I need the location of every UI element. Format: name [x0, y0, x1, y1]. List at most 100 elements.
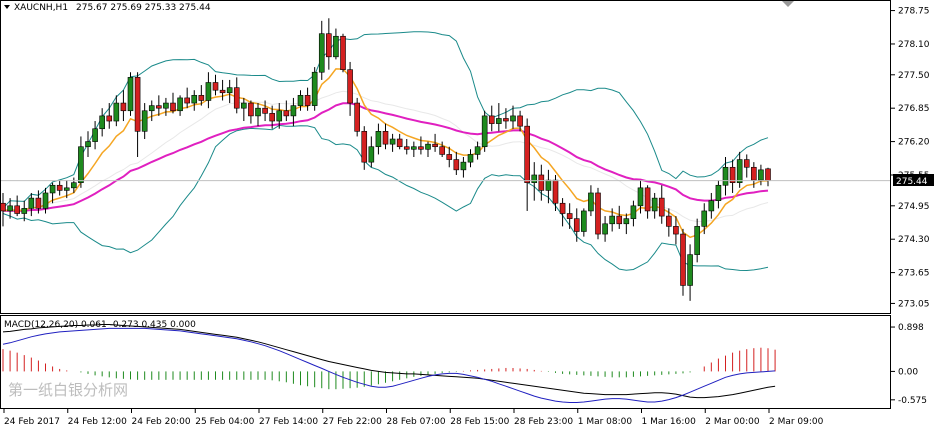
candle [212, 74, 219, 96]
candle-body [184, 97, 190, 104]
candle-body [148, 105, 155, 112]
candle-body [361, 131, 368, 163]
candle-body [191, 95, 198, 104]
price-tick-label: 274.30 [898, 235, 930, 245]
macd-tick-label: 0.898 [898, 323, 924, 333]
candle [517, 110, 523, 132]
candle-body [163, 102, 169, 109]
candle [673, 216, 679, 245]
candle [481, 110, 488, 152]
time-tick-label: 2 Mar 09:00 [769, 417, 824, 427]
candle [311, 67, 318, 111]
symbol-dropdown-icon[interactable] [4, 5, 10, 9]
candle [418, 136, 424, 155]
candle [488, 105, 495, 132]
candle-body [595, 192, 601, 235]
candle-body [375, 131, 382, 148]
candle-body [71, 182, 77, 189]
price-tick-label: 278.75 [898, 7, 930, 17]
candle [396, 133, 403, 150]
candle-body [460, 161, 467, 171]
candle [205, 72, 212, 109]
candle-body [403, 146, 410, 150]
candle [127, 72, 134, 116]
candle [439, 141, 445, 157]
candle-body [340, 35, 346, 70]
candle [56, 180, 63, 196]
price-tick-label: 278.10 [898, 40, 930, 50]
ohlc-readout: 275.67 275.69 275.33 275.44 [76, 3, 211, 13]
candle-body [630, 205, 637, 219]
candle-body [269, 113, 275, 122]
price-tick-label: 273.05 [898, 299, 930, 309]
candle [141, 103, 148, 140]
candle [7, 198, 13, 219]
candle [680, 228, 686, 296]
candle-body [255, 107, 261, 117]
candle-body [311, 71, 318, 106]
macd-signal-line [2, 327, 776, 403]
candle-body [347, 69, 353, 104]
candle-body [233, 87, 240, 109]
candle-body [609, 215, 615, 225]
bollinger-bands [2, 31, 769, 272]
candle [630, 200, 637, 227]
candle-body [623, 218, 630, 225]
candle [588, 185, 594, 217]
candle [255, 103, 261, 127]
candle-body [177, 97, 183, 112]
candle-body [474, 146, 481, 155]
candle-body [35, 197, 42, 209]
candle-body [637, 187, 644, 207]
candle-body [21, 208, 28, 214]
candle [340, 33, 346, 73]
candle-body [588, 192, 594, 212]
candle-body [212, 82, 219, 91]
candle [474, 141, 481, 160]
candle [361, 126, 368, 170]
candle-body [517, 115, 523, 127]
candle [694, 218, 700, 263]
candle [644, 185, 651, 219]
candle-body [396, 138, 403, 148]
time-tick-label: 27 Feb 14:00 [259, 417, 318, 427]
candle [531, 162, 538, 201]
candle [170, 92, 176, 114]
candle-body [0, 202, 6, 212]
candle [99, 108, 105, 137]
candle [701, 203, 708, 235]
candle-body [382, 131, 389, 145]
candle [736, 151, 743, 188]
time-tick-label: 24 Feb 12:00 [68, 417, 127, 427]
candle-body [92, 128, 98, 142]
candle-body [262, 107, 268, 114]
candle-body [226, 87, 233, 94]
candle [21, 200, 28, 222]
candle [453, 151, 460, 175]
candle-body [453, 159, 460, 171]
price-badge: 275.44 [896, 177, 928, 187]
macd-axis: 0.898 0.00 -0.575 [891, 323, 927, 406]
candle-body [715, 184, 722, 201]
candle [156, 95, 162, 116]
macd-header: MACD(12,26,20) 0.061 -0.273 0.435 0.000 [4, 320, 196, 330]
candle-body [432, 143, 438, 148]
candle-body [545, 179, 552, 191]
candle [85, 131, 91, 157]
time-tick-label: 24 Feb 2017 [4, 417, 60, 427]
candle [35, 190, 42, 214]
candle [432, 133, 438, 152]
time-axis: 24 Feb 2017 24 Feb 12:00 24 Feb 20:00 25 Fe… [3, 409, 824, 427]
candle [403, 139, 410, 155]
candle-body [559, 202, 566, 214]
candle-body [134, 77, 141, 132]
candle [42, 187, 49, 214]
candle [510, 105, 516, 129]
candle [581, 208, 587, 237]
candle-body [241, 102, 247, 109]
candle-body [326, 33, 332, 58]
time-tick-label: 1 Mar 08:00 [578, 417, 633, 427]
price-axis: 278.75278.10277.50276.85276.20275.55274.… [891, 7, 930, 309]
